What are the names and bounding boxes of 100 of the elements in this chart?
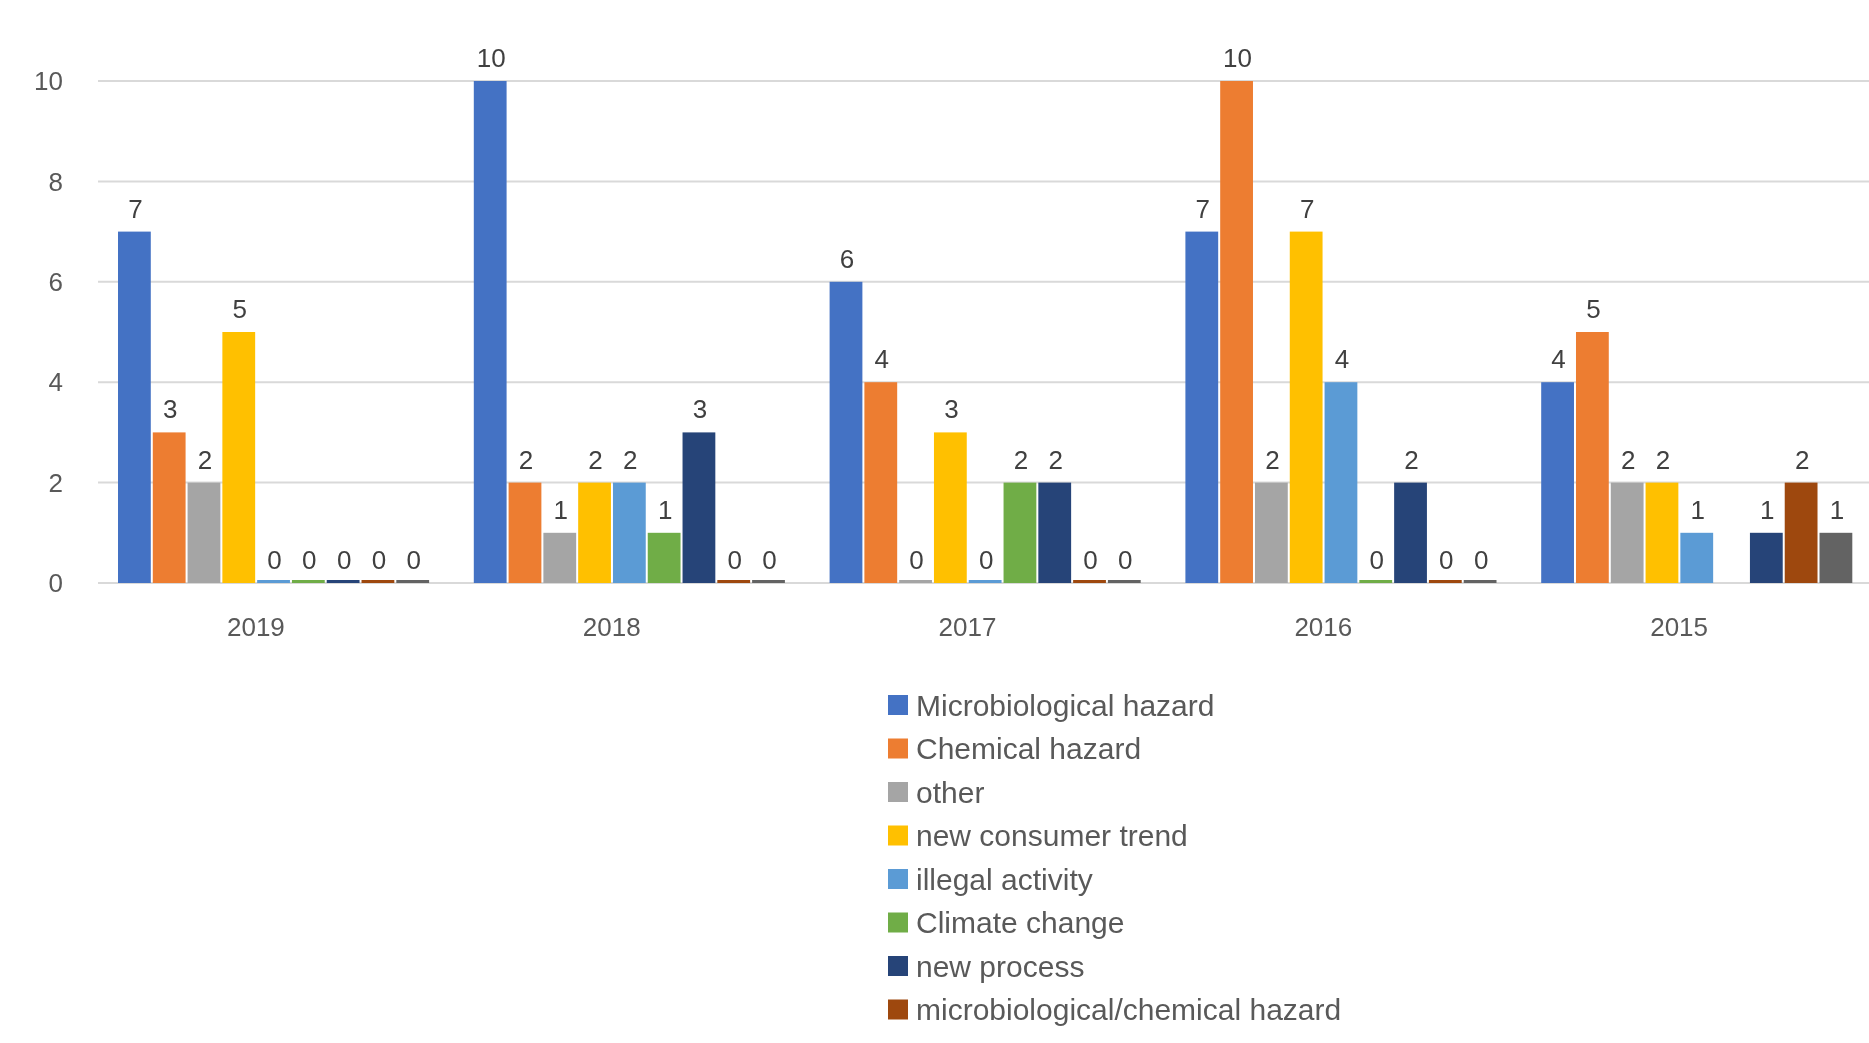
data-label: 0 [727, 545, 742, 575]
bar [543, 532, 577, 583]
bar [187, 482, 221, 583]
bar [578, 482, 611, 583]
y-tick-label: 8 [48, 166, 63, 197]
legend-label: Climate change [916, 906, 1125, 939]
data-label: 0 [1473, 545, 1489, 575]
data-label: 3 [944, 394, 959, 425]
data-label: 0 [371, 545, 387, 575]
data-label: 1 [1690, 494, 1705, 525]
data-label: 1 [1829, 494, 1845, 525]
data-label: 7 [1195, 193, 1211, 224]
bar [118, 231, 151, 583]
data-label: 5 [232, 294, 247, 324]
data-label: 2 [197, 444, 213, 475]
data-label: 0 [336, 545, 352, 575]
bar [1254, 482, 1288, 583]
data-label: 0 [909, 545, 924, 575]
bar [1289, 231, 1323, 583]
data-label: 2 [588, 444, 603, 475]
bar [968, 580, 1002, 583]
y-tick-label: 6 [48, 266, 63, 297]
bar [1073, 580, 1106, 583]
data-label: 0 [302, 545, 317, 575]
bar [1428, 580, 1462, 583]
data-label: 1 [1760, 494, 1775, 525]
legend-label: new process [916, 949, 1085, 983]
bar [1394, 482, 1427, 583]
data-label: 6 [839, 243, 855, 274]
data-label: 4 [1334, 344, 1350, 375]
bar [1185, 231, 1219, 583]
bar [508, 482, 542, 583]
data-label: 7 [1299, 193, 1315, 224]
bar [1680, 532, 1714, 583]
data-label: 1 [553, 494, 569, 525]
bar [1784, 482, 1818, 583]
data-label: 2 [1620, 444, 1636, 475]
data-label: 10 [476, 43, 506, 73]
bar [1038, 482, 1072, 583]
data-label: 2 [1655, 444, 1671, 475]
data-label: 5 [1586, 294, 1601, 324]
x-tick-label: 2018 [582, 612, 641, 642]
bar [864, 382, 898, 583]
bar [1003, 482, 1037, 583]
data-label: 2 [1404, 444, 1419, 475]
data-label: 2 [623, 444, 638, 475]
data-label: 4 [874, 344, 890, 375]
bar [612, 482, 646, 583]
bar [1541, 382, 1574, 583]
bar [473, 81, 507, 583]
bar [257, 580, 290, 583]
y-tick-label: 2 [48, 467, 63, 498]
bar [1359, 580, 1393, 583]
data-label: 4 [1551, 344, 1566, 375]
bar [222, 332, 256, 583]
data-label: 2 [1013, 444, 1029, 475]
legend-label: illegal activity [916, 862, 1093, 896]
legend-label: Chemical hazard [916, 732, 1142, 765]
bar [933, 432, 967, 583]
bar [291, 580, 325, 583]
bar [717, 580, 751, 583]
data-label: 0 [1118, 545, 1133, 575]
data-label: 0 [978, 545, 994, 575]
data-label: 0 [406, 545, 421, 575]
data-label: 1 [657, 494, 673, 525]
data-label: 2 [1265, 444, 1280, 475]
data-label: 2 [1794, 444, 1810, 475]
data-label: 10 [1223, 43, 1253, 73]
x-tick-label: 2016 [1294, 612, 1353, 642]
bar [829, 281, 863, 583]
data-label: 7 [128, 193, 143, 224]
y-tick-label: 0 [48, 568, 63, 599]
y-tick-label: 4 [48, 367, 63, 398]
bar [1645, 482, 1679, 583]
bar [647, 532, 681, 583]
x-tick-label: 2015 [1650, 612, 1709, 642]
data-label: 0 [762, 545, 777, 575]
bar [361, 580, 395, 583]
legend-label: Microbiological hazard [916, 688, 1215, 722]
bar [326, 580, 360, 583]
bar [1610, 482, 1644, 583]
data-label: 3 [162, 394, 178, 425]
data-label: 0 [1439, 545, 1454, 575]
bar [152, 432, 186, 583]
data-label: 0 [1083, 545, 1098, 575]
x-tick-label: 2019 [226, 612, 285, 642]
bar [1819, 532, 1853, 583]
x-tick-label: 2017 [938, 612, 997, 642]
data-label: 0 [267, 545, 282, 575]
legend-label: new consumer trend [916, 819, 1188, 852]
data-label: 0 [1369, 545, 1384, 575]
legend-label: other [916, 775, 985, 809]
bar [1749, 532, 1783, 583]
bar [682, 432, 716, 583]
y-tick-label: 10 [34, 66, 63, 97]
data-label: 3 [692, 394, 708, 425]
legend-label: microbiological/chemical hazard [916, 993, 1342, 1026]
bar [1575, 332, 1609, 583]
bar [1220, 81, 1253, 583]
data-label: 2 [1048, 444, 1063, 475]
